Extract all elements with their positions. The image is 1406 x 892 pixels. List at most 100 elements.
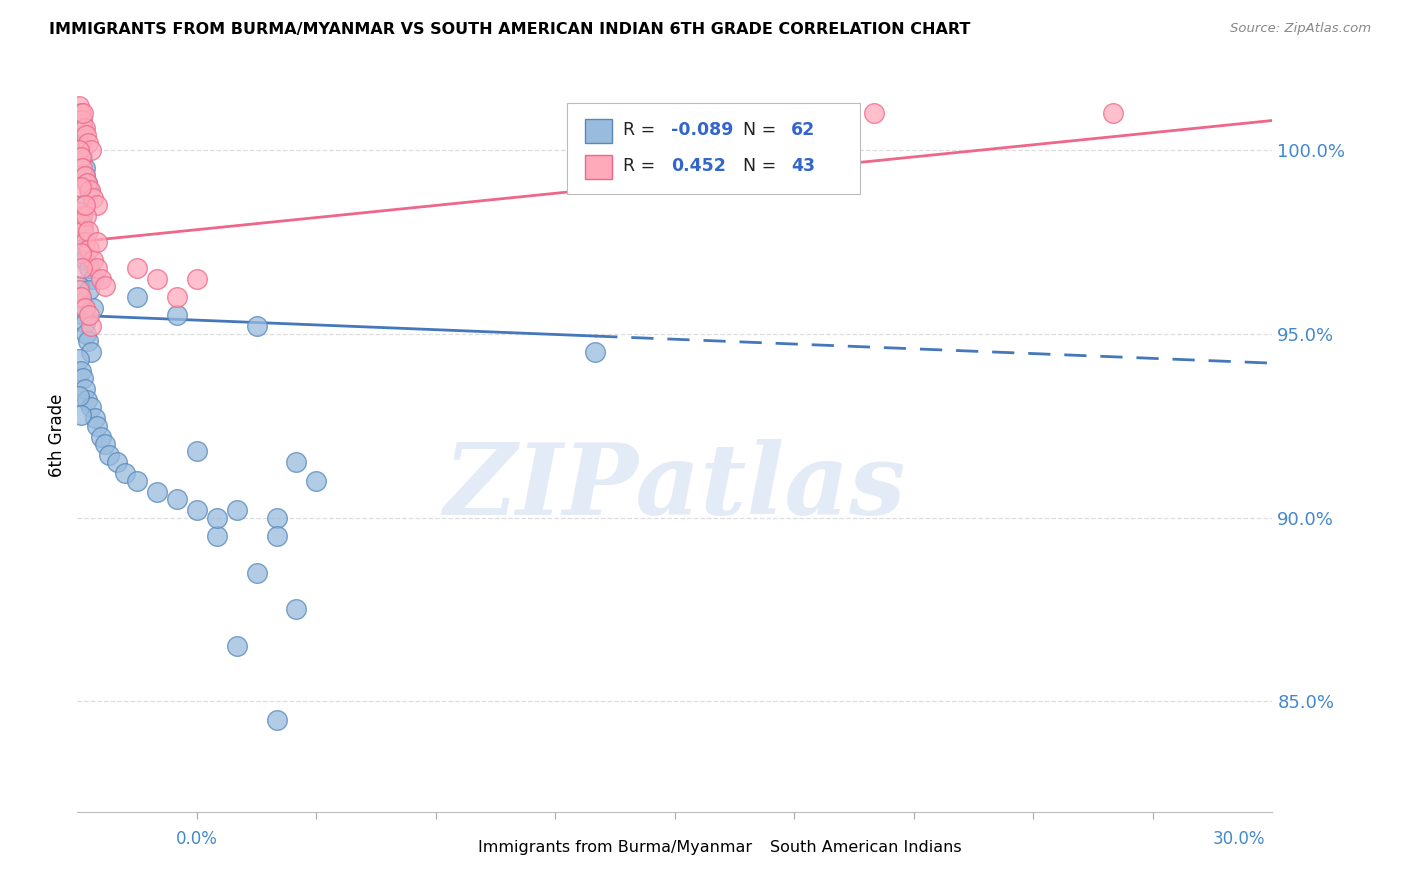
Text: 0.452: 0.452 (671, 157, 725, 175)
Point (72, 224, 94, 238)
Text: Immigrants from Burma/Myanmar: Immigrants from Burma/Myanmar (478, 840, 752, 855)
Text: N =: N = (742, 120, 782, 138)
Point (75, 198, 97, 212)
Text: Source: ZipAtlas.com: Source: ZipAtlas.com (1230, 22, 1371, 36)
Point (75, 169, 97, 183)
Point (863, 106, 886, 120)
Point (79, 283, 101, 297)
Point (67, 99, 90, 113)
Point (70, 260, 93, 275)
Point (94, 279, 117, 293)
Text: -0.089: -0.089 (671, 120, 734, 138)
Point (79, 309, 101, 323)
Point (86, 198, 108, 212)
Point (69, 290, 91, 304)
Point (82, 301, 104, 315)
Point (67, 283, 90, 297)
Point (225, 640, 247, 654)
Point (146, 271, 169, 285)
Point (69, 106, 91, 120)
Point (79, 183, 101, 197)
Point (86, 260, 108, 275)
Point (79, 260, 101, 275)
Point (67, 352, 90, 367)
Text: IMMIGRANTS FROM BURMA/MYANMAR VS SOUTH AMERICAN INDIAN 6TH GRADE CORRELATION CHA: IMMIGRANTS FROM BURMA/MYANMAR VS SOUTH A… (49, 22, 970, 37)
Point (186, 503, 208, 517)
Point (72, 371, 94, 385)
Point (77, 224, 100, 238)
Point (127, 260, 149, 275)
Point (80, 143, 103, 157)
Point (70, 113, 93, 128)
Point (146, 484, 169, 499)
Point (69, 245, 91, 260)
Point (76, 176, 98, 190)
Text: 43: 43 (790, 157, 815, 175)
Point (69, 150, 91, 164)
Point (285, 602, 308, 616)
Point (79, 242, 101, 256)
Point (84, 411, 107, 425)
Point (70, 408, 93, 422)
Point (70, 161, 93, 176)
Point (266, 713, 288, 727)
Point (77, 136, 100, 150)
Text: 62: 62 (790, 120, 815, 138)
Y-axis label: 6th Grade: 6th Grade (48, 393, 66, 476)
Point (77, 334, 100, 348)
Point (69, 198, 91, 212)
Point (82, 191, 104, 205)
Point (70, 242, 93, 256)
Point (73, 120, 96, 135)
Point (70, 297, 93, 311)
Point (127, 290, 149, 304)
Point (72, 120, 94, 135)
Point (70, 136, 93, 150)
Point (70, 290, 93, 304)
Point (166, 290, 188, 304)
Point (80, 319, 103, 334)
Point (186, 444, 208, 458)
Point (69, 124, 91, 138)
Point (82, 253, 104, 268)
Point (67, 143, 90, 157)
Point (114, 467, 136, 481)
Point (90, 271, 112, 285)
Point (70, 179, 93, 194)
Point (86, 418, 108, 433)
Point (205, 510, 228, 524)
Text: 0.0%: 0.0% (176, 830, 218, 847)
Point (98, 448, 121, 462)
Point (70, 216, 93, 230)
Point (76, 176, 98, 190)
Point (70, 209, 93, 223)
Bar (585, 119, 612, 143)
Point (67, 389, 90, 403)
Point (90, 430, 112, 444)
Point (73, 169, 96, 183)
Point (73, 161, 96, 176)
Point (72, 106, 94, 120)
Point (75, 326, 97, 341)
Text: N =: N = (742, 157, 782, 175)
Point (67, 235, 90, 249)
Text: R =: R = (623, 120, 661, 138)
Point (70, 150, 93, 164)
Point (72, 220, 94, 235)
Point (1102, 106, 1125, 120)
Point (82, 271, 104, 285)
Text: R =: R = (623, 157, 666, 175)
Point (246, 319, 269, 334)
Point (166, 492, 188, 507)
Bar (449, 840, 472, 862)
Point (246, 566, 269, 580)
Point (67, 205, 90, 219)
Point (75, 209, 97, 223)
Point (305, 474, 328, 488)
Point (73, 316, 96, 330)
Point (73, 301, 96, 315)
Text: 30.0%: 30.0% (1213, 830, 1265, 847)
Point (76, 392, 98, 407)
Bar (585, 155, 612, 179)
Point (166, 309, 188, 323)
